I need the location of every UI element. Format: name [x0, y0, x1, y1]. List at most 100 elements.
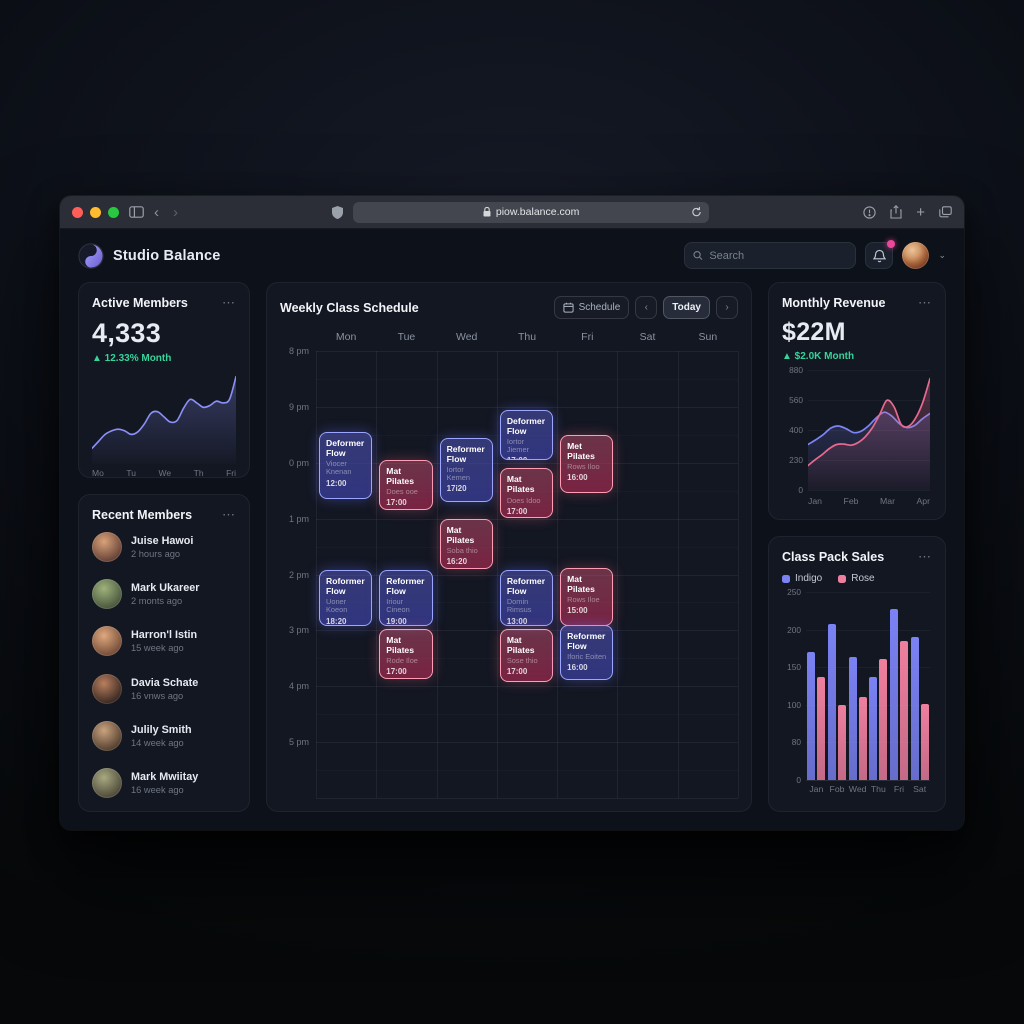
time-label: 8 pm	[288, 346, 309, 356]
search-input[interactable]	[709, 249, 848, 262]
event-instructor: Iforic Eoiten	[567, 652, 607, 662]
browser-chrome: ‹ › piow.balance.com +	[60, 196, 964, 229]
event-instructor: Rows Iloe	[567, 595, 600, 605]
y-axis-tick: 100	[787, 699, 801, 710]
account-chevron-down-icon[interactable]: ⌄	[938, 250, 946, 260]
y-axis-tick: 400	[789, 425, 803, 435]
tabs-overview-icon[interactable]	[939, 206, 952, 218]
x-axis-label: Fob	[829, 784, 845, 794]
monthly-revenue-card: Monthly Revenue ⋯ $22M ▲ $2.0K Month 880…	[768, 282, 946, 520]
minimize-window-button[interactable]	[90, 206, 101, 218]
legend-label: Rose	[851, 573, 875, 584]
schedule-event[interactable]: Reformer Flow Iforic Eoiten 16:00	[560, 624, 614, 681]
event-title: Roformer Flow	[326, 576, 365, 597]
card-menu-button[interactable]: ⋯	[222, 295, 236, 311]
schedule-event[interactable]: Roformer Flow Uoner Koeon 18:20	[319, 570, 373, 626]
event-instructor: Does Idoo	[506, 495, 541, 505]
notifications-button[interactable]	[865, 240, 896, 269]
event-time: 17:00	[506, 506, 528, 516]
monthly-revenue-value: $22M	[782, 318, 846, 346]
time-label: 4 pm	[288, 681, 309, 692]
prev-week-button[interactable]: ‹	[635, 296, 658, 319]
event-title: Mat Pilates	[386, 634, 414, 655]
privacy-shield-icon[interactable]	[332, 205, 344, 219]
app-title: Studio Balance	[113, 247, 221, 264]
day-header-row: Mon Tue Wed Thu Fri Sat Sun	[316, 331, 738, 343]
schedule-event[interactable]: Reformer Flow Domin Rimsus 13:00	[499, 570, 554, 626]
member-row[interactable]: Julily Smith 14 week ago	[92, 720, 236, 751]
forward-button[interactable]: ›	[173, 203, 178, 221]
bar-indigo	[807, 652, 816, 780]
active-members-sparkline	[91, 370, 237, 464]
event-instructor: Domin Rimsus	[506, 597, 532, 615]
x-axis-label: Mo	[92, 467, 104, 478]
event-instructor: Sose thio	[506, 655, 538, 665]
active-members-value: 4,333	[92, 318, 162, 348]
card-menu-button[interactable]: ⋯	[918, 549, 932, 565]
class-pack-sales-card: Class Pack Sales ⋯ Indigo Rose 250 200 150…	[768, 536, 946, 812]
member-row[interactable]: Davia Schate 16 vnws ago	[92, 673, 236, 704]
next-week-button[interactable]: ›	[716, 296, 738, 319]
day-header-wed: Wed	[456, 331, 478, 343]
recent-members-title: Recent Members	[92, 508, 193, 522]
lock-icon	[483, 207, 491, 217]
today-button[interactable]: Today	[663, 296, 710, 319]
event-instructor: Uoner Koeon	[326, 597, 348, 615]
day-header-fri: Fri	[581, 331, 594, 343]
schedule-event[interactable]: Mat Pilates Does Idoo 17:00	[499, 468, 554, 519]
event-title: Reformer Flow	[446, 443, 485, 464]
share-icon[interactable]	[890, 205, 902, 219]
member-row[interactable]: Mark Mwiitay 16 week ago	[92, 767, 236, 798]
member-avatar	[92, 673, 122, 704]
y-axis-tick: 250	[787, 587, 801, 597]
sidebar-toggle-icon[interactable]	[129, 206, 144, 218]
schedule-event[interactable]: Reformer Flow Iriour Cineon 19:00	[379, 570, 433, 626]
user-avatar[interactable]	[902, 242, 930, 269]
schedule-event[interactable]: Mat Pilates Sose thio 17:00	[499, 628, 554, 682]
card-menu-button[interactable]: ⋯	[918, 295, 932, 311]
bar-group	[828, 623, 846, 780]
event-time: 18:20	[326, 616, 347, 626]
event-instructor: Does ooe	[386, 487, 418, 497]
x-axis-label: Apr	[916, 496, 930, 506]
card-menu-button[interactable]: ⋯	[222, 507, 236, 523]
address-bar[interactable]: piow.balance.com	[353, 201, 710, 223]
reader-icon[interactable]	[863, 205, 876, 219]
event-instructor: Soba thio	[446, 545, 478, 555]
schedule-event[interactable]: Deformer Flow Viocer Knenan 12:00	[319, 432, 373, 499]
zoom-window-button[interactable]	[108, 206, 119, 218]
schedule-event[interactable]: Mat Pilates Does ooe 17:00	[379, 459, 433, 511]
reload-icon[interactable]	[691, 206, 702, 218]
schedule-event[interactable]: Reformer Flow Iortor Kemen 17i20	[439, 437, 493, 502]
member-row[interactable]: Harron'l Istin 15 week ago	[92, 626, 236, 657]
schedule-event[interactable]: Mat Pilates Rows Iloe 15:00	[560, 567, 614, 627]
schedule-title: Weekly Class Schedule	[280, 300, 419, 315]
y-axis-tick: 200	[787, 624, 801, 635]
bar-group	[848, 656, 867, 780]
event-time: 16:20	[446, 557, 468, 567]
member-avatar	[92, 626, 122, 657]
member-row[interactable]: Juise Hawoi 2 hours ago	[92, 532, 236, 562]
member-avatar	[92, 767, 122, 798]
time-label: 1 pm	[288, 513, 309, 524]
schedule-event[interactable]: Mat Pilates Soba thio 16:20	[439, 518, 493, 569]
active-members-card: Active Members ⋯ 4,333 ▲ 12.33% Month Mo…	[78, 282, 250, 478]
event-title: Deformer Flow	[506, 415, 546, 436]
schedule-event[interactable]: Met Pilates Rows Iloo 16:00	[560, 434, 614, 494]
close-window-button[interactable]	[72, 206, 83, 218]
app-root: Studio Balance ⌄ Active	[60, 229, 964, 830]
member-row[interactable]: Mark Ukareer 2 monts ago	[92, 579, 236, 610]
legend-swatch-indigo	[782, 574, 790, 583]
back-button[interactable]: ‹	[154, 203, 159, 221]
search-icon	[693, 251, 703, 260]
schedule-grid: 8 pm 9 pm 0 pm 1 pm 2 pm 3 pm 4 pm 5 pm Deformer…	[289, 346, 739, 799]
member-avatar	[92, 532, 122, 562]
new-tab-icon[interactable]: +	[916, 203, 925, 221]
event-time: 17:00	[386, 667, 407, 677]
search-box[interactable]	[684, 242, 857, 269]
schedule-event[interactable]: Mat Pilates Rode Iloe 17:00	[379, 628, 433, 679]
schedule-view-button[interactable]: Schedule	[553, 296, 630, 319]
event-time: 12:00	[326, 478, 347, 488]
event-time: 15:00	[567, 606, 588, 616]
